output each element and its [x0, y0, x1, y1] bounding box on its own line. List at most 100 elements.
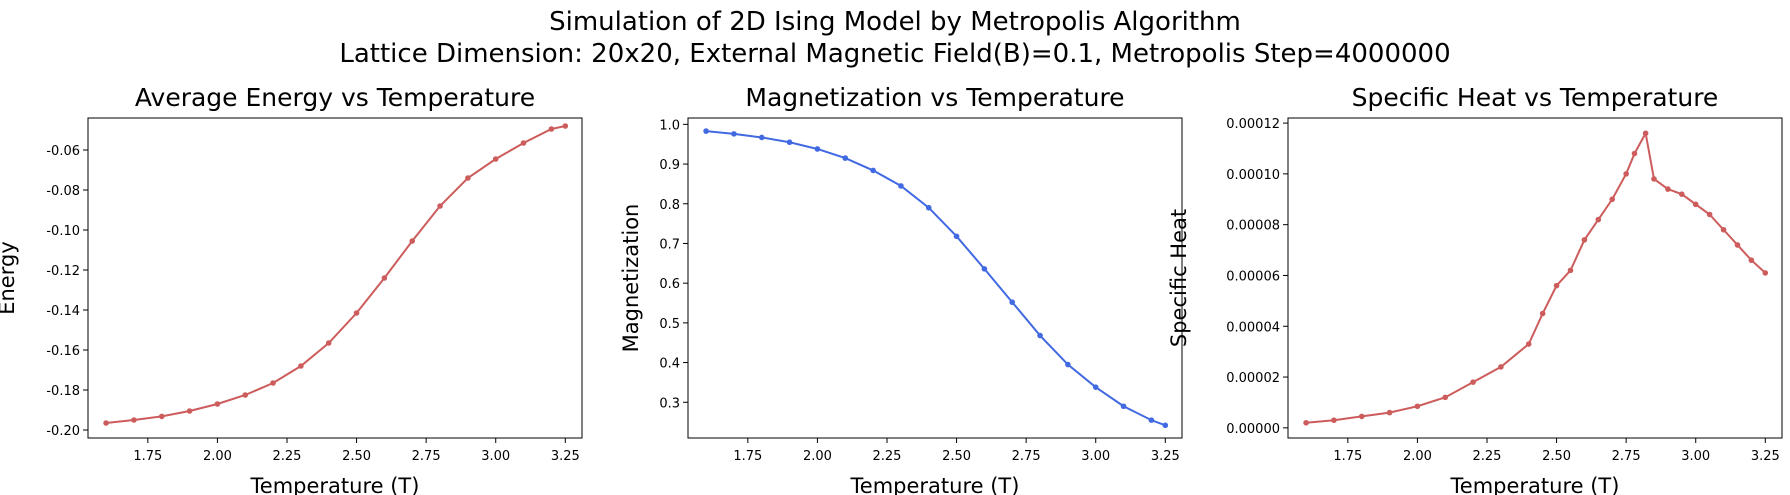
- data-point: [1303, 419, 1309, 426]
- figure-title: Simulation of 2D Ising Model by Metropol…: [0, 6, 1790, 70]
- data-point: [925, 204, 932, 211]
- y-tick-label: 0.4: [659, 357, 680, 372]
- data-point: [1748, 257, 1755, 264]
- data-point: [548, 126, 555, 132]
- x-tick-label: 2.00: [803, 449, 832, 464]
- x-axis-label: Temperature (T): [850, 474, 1020, 495]
- y-tick-label: 0.00012: [1226, 117, 1280, 132]
- y-tick-label: 0.00006: [1226, 269, 1280, 284]
- chart-title: Magnetization vs Temperature: [745, 83, 1124, 112]
- y-tick-label: 0.00008: [1226, 219, 1280, 234]
- data-point: [1609, 196, 1616, 203]
- y-tick-label: 1.0: [659, 118, 680, 133]
- data-point: [381, 275, 388, 281]
- data-point: [437, 203, 443, 209]
- data-point: [186, 408, 193, 414]
- y-tick-label: -0.10: [46, 224, 80, 239]
- data-point: [492, 156, 499, 162]
- x-tick-label: 3.25: [1751, 449, 1780, 464]
- x-tick-label: 2.75: [412, 449, 441, 464]
- chart-panel-1: Average Energy vs Temperature 1.75 2.00 2.2…: [0, 83, 583, 495]
- y-tick-label: 0.00004: [1226, 320, 1280, 335]
- data-point: [325, 340, 332, 346]
- x-tick-label: 1.75: [133, 449, 162, 464]
- data-point: [1331, 417, 1337, 424]
- y-tick-label: -0.14: [46, 304, 80, 319]
- data-point: [242, 392, 249, 398]
- series-line: [105, 125, 566, 424]
- figure-title-line1: Simulation of 2D Ising Model by Metropol…: [549, 7, 1241, 37]
- data-point: [103, 420, 109, 426]
- data-point: [842, 155, 849, 161]
- y-tick-label: 0.00010: [1226, 168, 1280, 183]
- x-tick-label: 3.00: [1081, 449, 1110, 464]
- y-tick-label: -0.20: [46, 424, 80, 439]
- plot-frame: [87, 117, 583, 439]
- data-point: [1470, 379, 1476, 385]
- data-point: [1358, 413, 1365, 420]
- y-tick-label: 0.6: [659, 277, 680, 292]
- x-tick-label: 1.75: [733, 449, 762, 464]
- x-tick-label: 2.50: [342, 449, 371, 464]
- data-point: [981, 266, 988, 272]
- data-point: [1642, 130, 1649, 137]
- figure-title-line2: Lattice Dimension: 20x20, External Magne…: [339, 39, 1451, 69]
- data-point: [1414, 403, 1421, 410]
- x-tick-label: 2.75: [1612, 449, 1641, 464]
- x-tick-label: 2.00: [1403, 449, 1432, 464]
- data-point: [1631, 150, 1638, 157]
- y-axis-label: Specific Heat: [1167, 209, 1191, 347]
- data-point: [1581, 237, 1588, 243]
- data-point: [298, 363, 304, 369]
- data-point: [158, 413, 165, 420]
- chart-title: Specific Heat vs Temperature: [1352, 83, 1719, 112]
- y-tick-label: 0.9: [659, 158, 680, 173]
- y-tick-label: 0.3: [659, 396, 680, 411]
- y-axis-label: Magnetization: [619, 204, 643, 353]
- data-point: [898, 183, 904, 189]
- chart-panel-3: Specific Heat vs Temperature 1.75 2.00 2.25…: [1167, 83, 1783, 495]
- data-point: [1386, 409, 1393, 416]
- data-point: [1623, 171, 1629, 177]
- data-point: [1665, 186, 1671, 192]
- plot-frame: [687, 117, 1183, 439]
- x-tick-label: 2.25: [1473, 449, 1502, 464]
- data-point: [1651, 176, 1657, 182]
- data-point: [409, 238, 416, 244]
- data-point: [1762, 270, 1769, 276]
- data-point: [1525, 341, 1532, 347]
- x-tick-label: 2.25: [873, 449, 902, 464]
- data-point: [1706, 211, 1713, 218]
- data-point: [1692, 201, 1699, 208]
- data-point: [1734, 242, 1741, 248]
- x-tick-label: 3.00: [481, 449, 510, 464]
- y-axis-label: Energy: [0, 241, 19, 315]
- y-tick-label: -0.06: [46, 144, 80, 159]
- x-tick-label: 3.25: [551, 449, 580, 464]
- data-point: [1120, 403, 1127, 410]
- x-axis-label: Temperature (T): [250, 474, 420, 495]
- data-point: [1539, 310, 1546, 317]
- y-tick-label: -0.12: [46, 264, 80, 279]
- y-tick-label: 0.8: [659, 198, 680, 213]
- series-line: [1305, 130, 1766, 424]
- data-point: [1567, 267, 1574, 274]
- data-point: [703, 128, 709, 134]
- data-point: [1037, 332, 1043, 339]
- data-point: [520, 140, 527, 146]
- x-tick-label: 3.00: [1681, 449, 1710, 464]
- data-point: [1498, 364, 1504, 370]
- data-point: [786, 139, 793, 146]
- data-point: [1720, 226, 1727, 233]
- data-point: [353, 310, 360, 316]
- x-tick-label: 2.25: [273, 449, 302, 464]
- data-point: [1162, 422, 1169, 429]
- data-point: [814, 146, 821, 152]
- y-tick-label: -0.16: [46, 344, 80, 359]
- data-point: [1442, 394, 1449, 401]
- y-tick-label: 0.00002: [1226, 371, 1280, 386]
- x-tick-label: 3.25: [1151, 449, 1180, 464]
- chart-title: Average Energy vs Temperature: [135, 83, 535, 112]
- data-point: [562, 123, 569, 129]
